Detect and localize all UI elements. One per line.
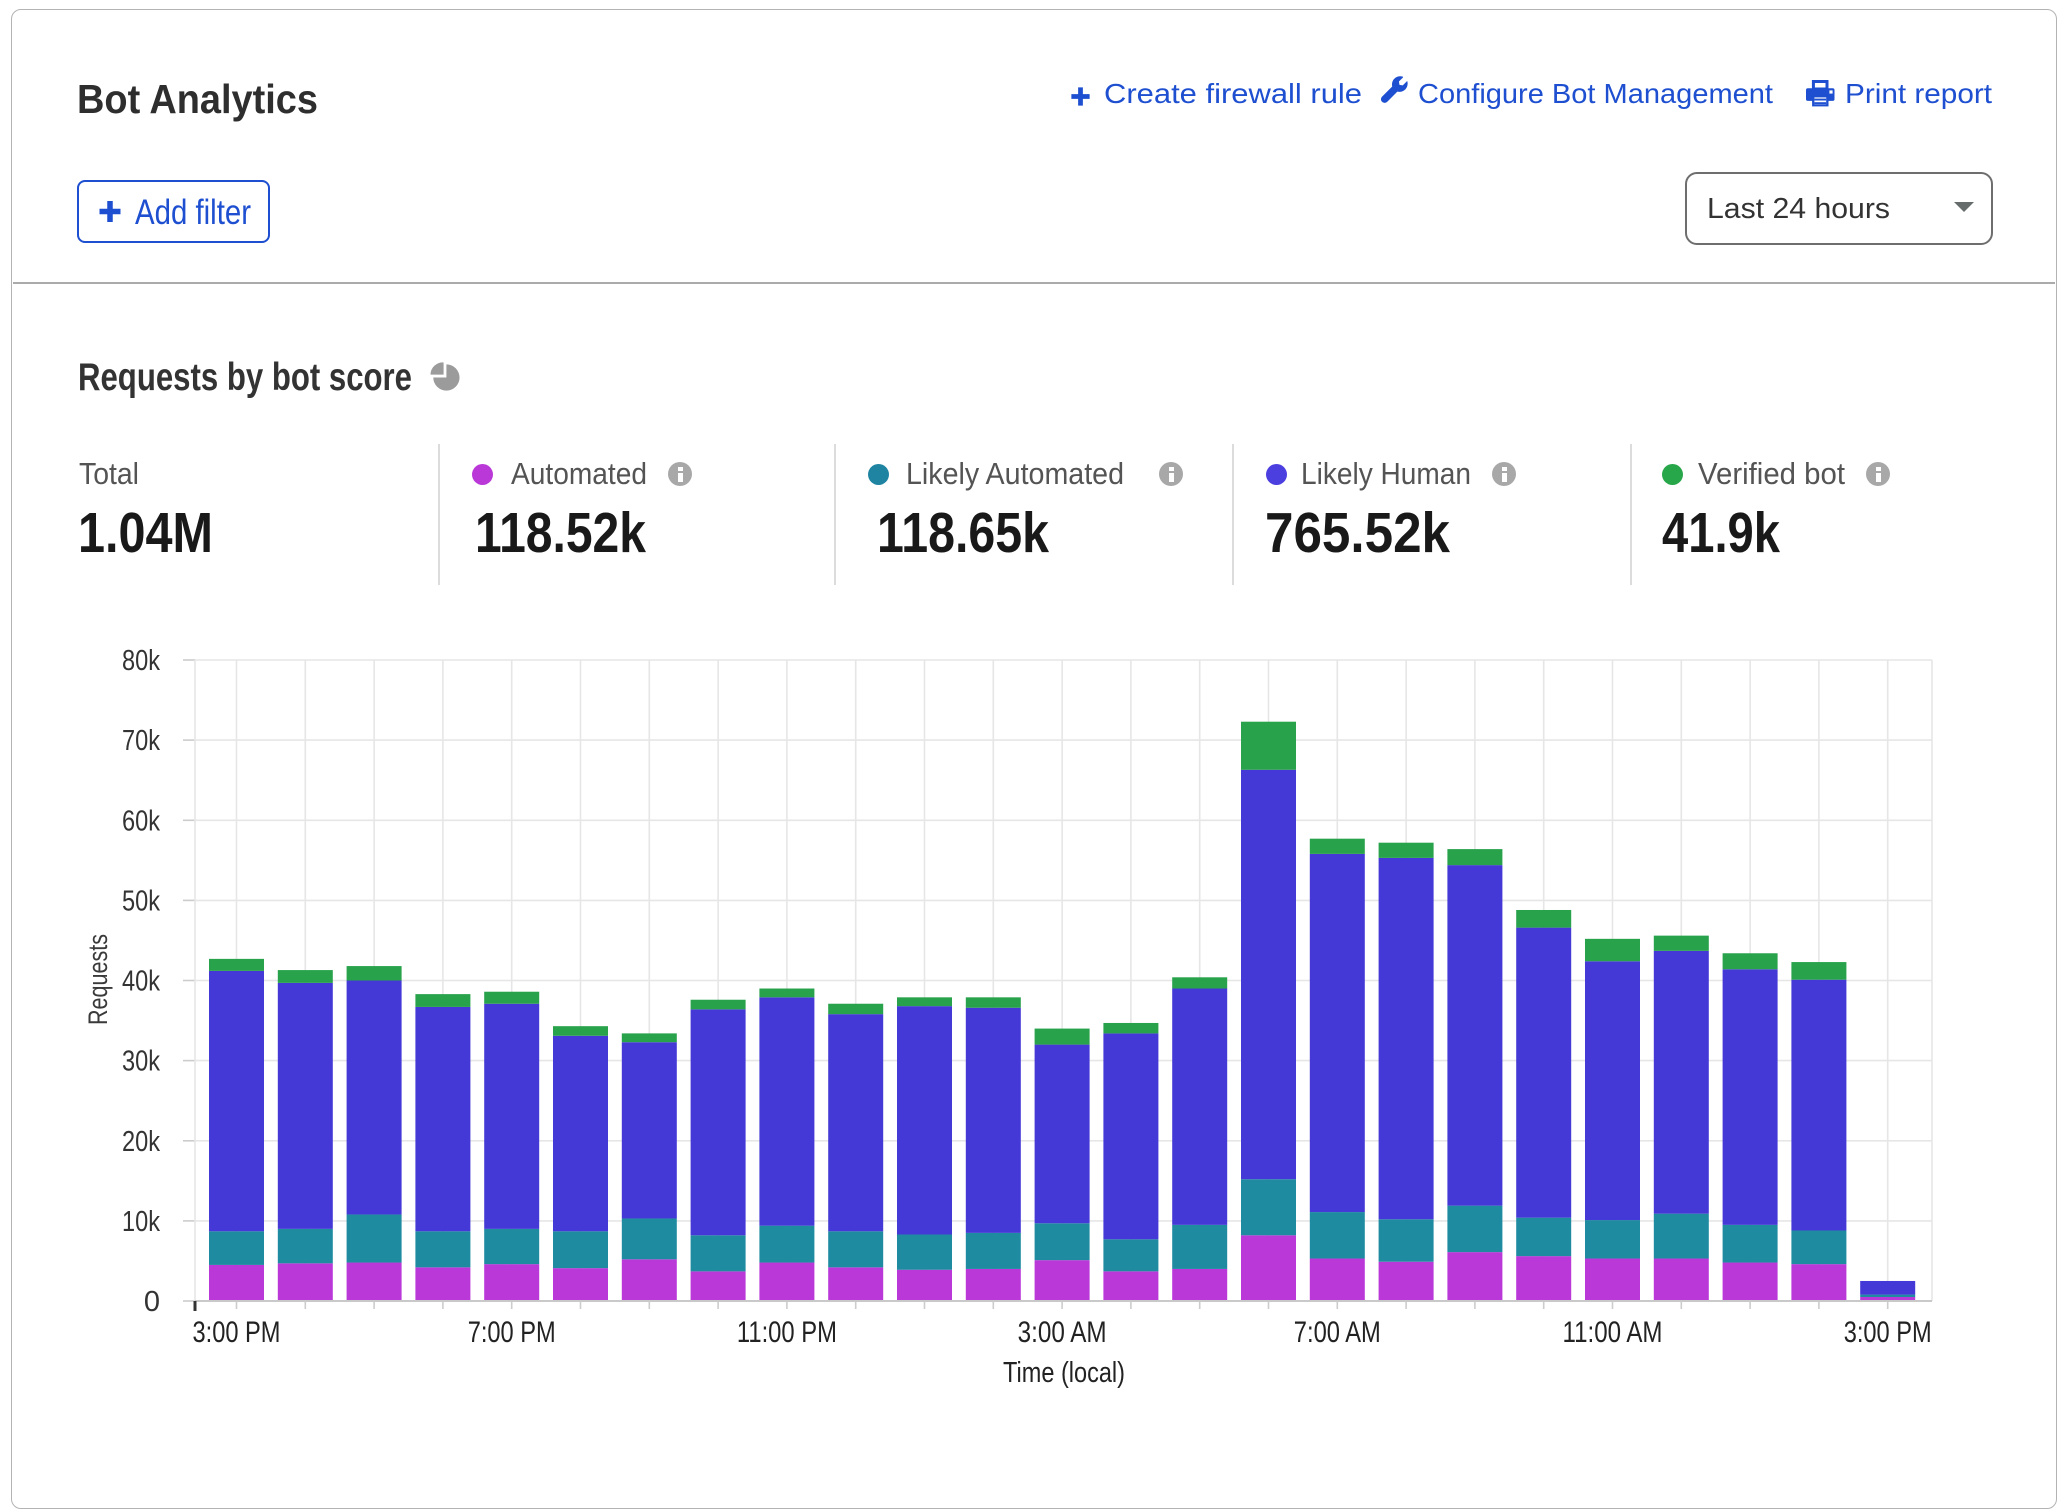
svg-text:60k: 60k bbox=[122, 805, 160, 837]
svg-text:765.52k: 765.52k bbox=[1265, 501, 1450, 565]
svg-text:118.52k: 118.52k bbox=[475, 501, 646, 565]
svg-text:1.04M: 1.04M bbox=[78, 501, 213, 565]
svg-text:0: 0 bbox=[144, 1286, 160, 1318]
svg-text:Total: Total bbox=[79, 456, 139, 491]
svg-text:40k: 40k bbox=[122, 966, 160, 998]
svg-text:3:00 PM: 3:00 PM bbox=[1844, 1316, 1932, 1349]
svg-text:7:00 PM: 7:00 PM bbox=[468, 1316, 556, 1349]
svg-text:Create firewall rule: Create firewall rule bbox=[1104, 78, 1362, 109]
svg-text:10k: 10k bbox=[122, 1206, 160, 1238]
svg-text:118.65k: 118.65k bbox=[877, 501, 1049, 565]
svg-text:Likely Human: Likely Human bbox=[1301, 456, 1471, 491]
svg-text:Likely Automated: Likely Automated bbox=[906, 456, 1124, 491]
svg-text:20k: 20k bbox=[122, 1126, 160, 1158]
svg-text:Print report: Print report bbox=[1845, 78, 1992, 109]
svg-text:Time (local): Time (local) bbox=[1003, 1357, 1125, 1389]
svg-text:70k: 70k bbox=[122, 725, 160, 757]
svg-text:Configure Bot Management: Configure Bot Management bbox=[1418, 78, 1773, 109]
svg-text:30k: 30k bbox=[122, 1046, 160, 1078]
svg-text:7:00 AM: 7:00 AM bbox=[1294, 1316, 1381, 1349]
svg-text:Verified bot: Verified bot bbox=[1698, 456, 1845, 491]
svg-text:80k: 80k bbox=[122, 645, 160, 677]
svg-text:Requests by bot score: Requests by bot score bbox=[78, 356, 412, 399]
svg-text:50k: 50k bbox=[122, 885, 160, 917]
svg-text:3:00 PM: 3:00 PM bbox=[193, 1316, 281, 1349]
svg-text:Requests: Requests bbox=[83, 934, 113, 1025]
svg-text:11:00 AM: 11:00 AM bbox=[1563, 1316, 1663, 1349]
svg-text:Bot Analytics: Bot Analytics bbox=[77, 76, 318, 122]
svg-text:3:00 AM: 3:00 AM bbox=[1018, 1316, 1107, 1349]
svg-text:41.9k: 41.9k bbox=[1662, 501, 1780, 565]
svg-text:Add filter: Add filter bbox=[135, 193, 251, 232]
svg-text:Automated: Automated bbox=[511, 456, 647, 491]
svg-text:11:00 PM: 11:00 PM bbox=[737, 1316, 837, 1349]
svg-text:Last 24 hours: Last 24 hours bbox=[1707, 193, 1890, 225]
